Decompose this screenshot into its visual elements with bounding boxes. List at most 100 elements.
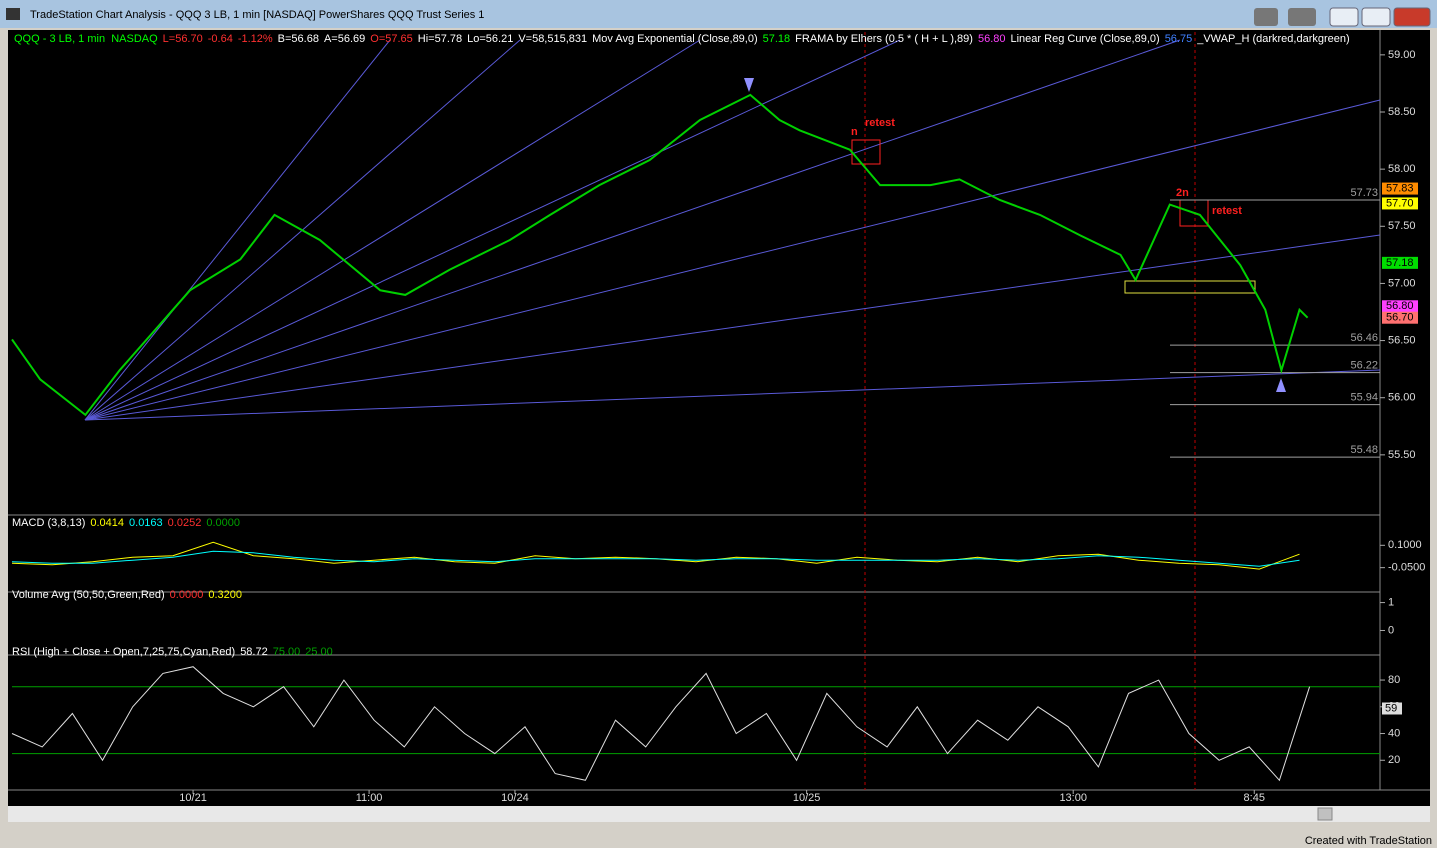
y-tick-label: 58.00 bbox=[1388, 163, 1416, 175]
price-box bbox=[1382, 256, 1418, 269]
price-box-label: 57.18 bbox=[1386, 257, 1414, 269]
legend-item: A=56.69 bbox=[323, 33, 366, 45]
legend-item: _VWAP_H (darkred,darkgreen) bbox=[1197, 33, 1350, 45]
fan-line bbox=[84, 39, 701, 421]
last-box bbox=[1382, 702, 1402, 715]
y-tick-label: 56.00 bbox=[1388, 392, 1416, 404]
legend-item: 0.0252 bbox=[167, 517, 202, 529]
x-tick-label: 11:00 bbox=[356, 792, 383, 804]
fan-line bbox=[84, 369, 1381, 421]
footer: Created with TradeStation bbox=[1305, 835, 1432, 847]
series-line bbox=[11, 550, 1300, 567]
maximize-button[interactable] bbox=[1361, 7, 1391, 27]
legend-item: 57.18 bbox=[762, 33, 791, 45]
price-box-label: 57.70 bbox=[1386, 197, 1414, 209]
legend-item: 75.00 bbox=[272, 646, 301, 658]
y-tick-label: 56.50 bbox=[1388, 334, 1416, 346]
y-tick-label: 1 bbox=[1388, 596, 1394, 608]
price-box bbox=[1382, 182, 1418, 195]
legend-item: 0.3200 bbox=[208, 589, 242, 601]
x-tick-label: 8:45 bbox=[1244, 792, 1265, 804]
legend-item: Lo=56.21 bbox=[467, 33, 514, 45]
y-tick-label: 59.00 bbox=[1388, 49, 1416, 61]
minimize-button[interactable] bbox=[1329, 7, 1359, 27]
legend-item: 0.0414 bbox=[90, 517, 125, 529]
price-box-label: 57.83 bbox=[1386, 182, 1414, 194]
legend-item: 58.72 bbox=[240, 646, 268, 658]
header-legend: QQQ - 3 LB, 1 min NASDAQ L=56.70 -0.64 -1.1… bbox=[14, 33, 1355, 45]
legend-item: QQQ - 3 LB, 1 min NASDAQ bbox=[14, 33, 158, 45]
x-tick-label: 10/24 bbox=[501, 792, 529, 804]
legend-item: Linear Reg Curve (Close,89,0) bbox=[1010, 33, 1160, 45]
swing-arrow bbox=[1276, 378, 1286, 392]
y-tick-label: -0.0500 bbox=[1388, 562, 1425, 574]
y-tick-label: 0.1000 bbox=[1388, 539, 1422, 551]
close-button[interactable] bbox=[1393, 7, 1431, 27]
s-menu-button[interactable] bbox=[1254, 8, 1278, 26]
price-level-label: 55.94 bbox=[1350, 391, 1378, 403]
fan-line bbox=[84, 99, 1381, 421]
legend-item: 25.00 bbox=[305, 646, 333, 658]
fan-line bbox=[84, 39, 1181, 421]
macd-legend: MACD (3,8,13) 0.0414 0.0163 0.0252 0.0000 bbox=[12, 517, 245, 529]
fan-line bbox=[84, 234, 1381, 421]
legend-item: Volume Avg (50,50,Green,Red) bbox=[12, 589, 165, 601]
app-icon bbox=[6, 8, 20, 20]
legend-item: V=58,515,831 bbox=[518, 33, 588, 45]
legend-item: 56.75 bbox=[1164, 33, 1193, 45]
annotation: 2n bbox=[1176, 187, 1189, 199]
fan-line bbox=[84, 39, 391, 421]
price-level-label: 56.22 bbox=[1350, 359, 1378, 371]
annotation: retest bbox=[865, 117, 895, 129]
price-level-label: 57.73 bbox=[1350, 187, 1378, 199]
legend-item: 0.0000 bbox=[206, 517, 240, 529]
y-tick-label: 80 bbox=[1388, 674, 1400, 686]
annotation: n bbox=[851, 126, 858, 138]
gann-fan bbox=[84, 39, 1381, 421]
legend-item: FRAMA by Elhers (0.5 * ( H + L ),89) bbox=[795, 33, 973, 45]
y-tick-label: 57.50 bbox=[1388, 220, 1416, 232]
y-tick-label: 55.50 bbox=[1388, 449, 1416, 461]
fan-line bbox=[84, 39, 901, 421]
i-menu-button[interactable] bbox=[1288, 8, 1316, 26]
legend-item: B=56.68 bbox=[277, 33, 319, 45]
legend-item: L=56.70 bbox=[162, 33, 203, 45]
zone-box bbox=[1124, 280, 1256, 294]
price-box bbox=[1382, 300, 1418, 313]
x-tick-label: 10/21 bbox=[179, 792, 207, 804]
legend-item: Mov Avg Exponential (Close,89,0) bbox=[592, 33, 758, 45]
y-tick-label: 20 bbox=[1388, 754, 1400, 766]
window-title: TradeStation Chart Analysis - QQQ 3 LB, … bbox=[30, 9, 484, 21]
legend-item: 0.0163 bbox=[129, 517, 163, 529]
price-box-label: 56.70 bbox=[1386, 312, 1414, 324]
chart-area bbox=[8, 30, 1430, 806]
y-tick-label: 40 bbox=[1388, 727, 1400, 739]
series-line bbox=[11, 93, 1309, 417]
price-box bbox=[1382, 197, 1418, 210]
legend-item: 0.0000 bbox=[169, 589, 204, 601]
x-tick-label: 13:00 bbox=[1059, 792, 1087, 804]
title-bar bbox=[0, 0, 1437, 28]
rsi-legend: RSI (High + Close + Open,7,25,75,Cyan,Re… bbox=[12, 646, 338, 658]
y-tick-label: 0 bbox=[1388, 624, 1394, 636]
series-line bbox=[11, 666, 1311, 782]
legend-item: Hi=57.78 bbox=[417, 33, 463, 45]
scroll-thumb[interactable] bbox=[1317, 807, 1333, 821]
price-level-label: 56.46 bbox=[1350, 332, 1378, 344]
scrollbar[interactable] bbox=[8, 806, 1430, 822]
price-level-label: 55.48 bbox=[1350, 444, 1378, 456]
legend-item: MACD (3,8,13) bbox=[12, 517, 86, 529]
legend-item: -0.64 bbox=[207, 33, 233, 45]
legend-item: O=57.65 bbox=[370, 33, 413, 45]
last-box-label: 59 bbox=[1385, 702, 1397, 714]
y-tick-label: 58.50 bbox=[1388, 106, 1416, 118]
legend-item: RSI (High + Close + Open,7,25,75,Cyan,Re… bbox=[12, 646, 236, 658]
x-tick-label: 10/25 bbox=[793, 792, 821, 804]
legend-item: 56.80 bbox=[977, 33, 1006, 45]
y-tick-label: 57.00 bbox=[1388, 277, 1416, 289]
volume-legend: Volume Avg (50,50,Green,Red) 0.0000 0.3200 bbox=[12, 589, 247, 601]
price-box-label: 56.80 bbox=[1386, 300, 1414, 312]
price-box bbox=[1382, 311, 1418, 324]
